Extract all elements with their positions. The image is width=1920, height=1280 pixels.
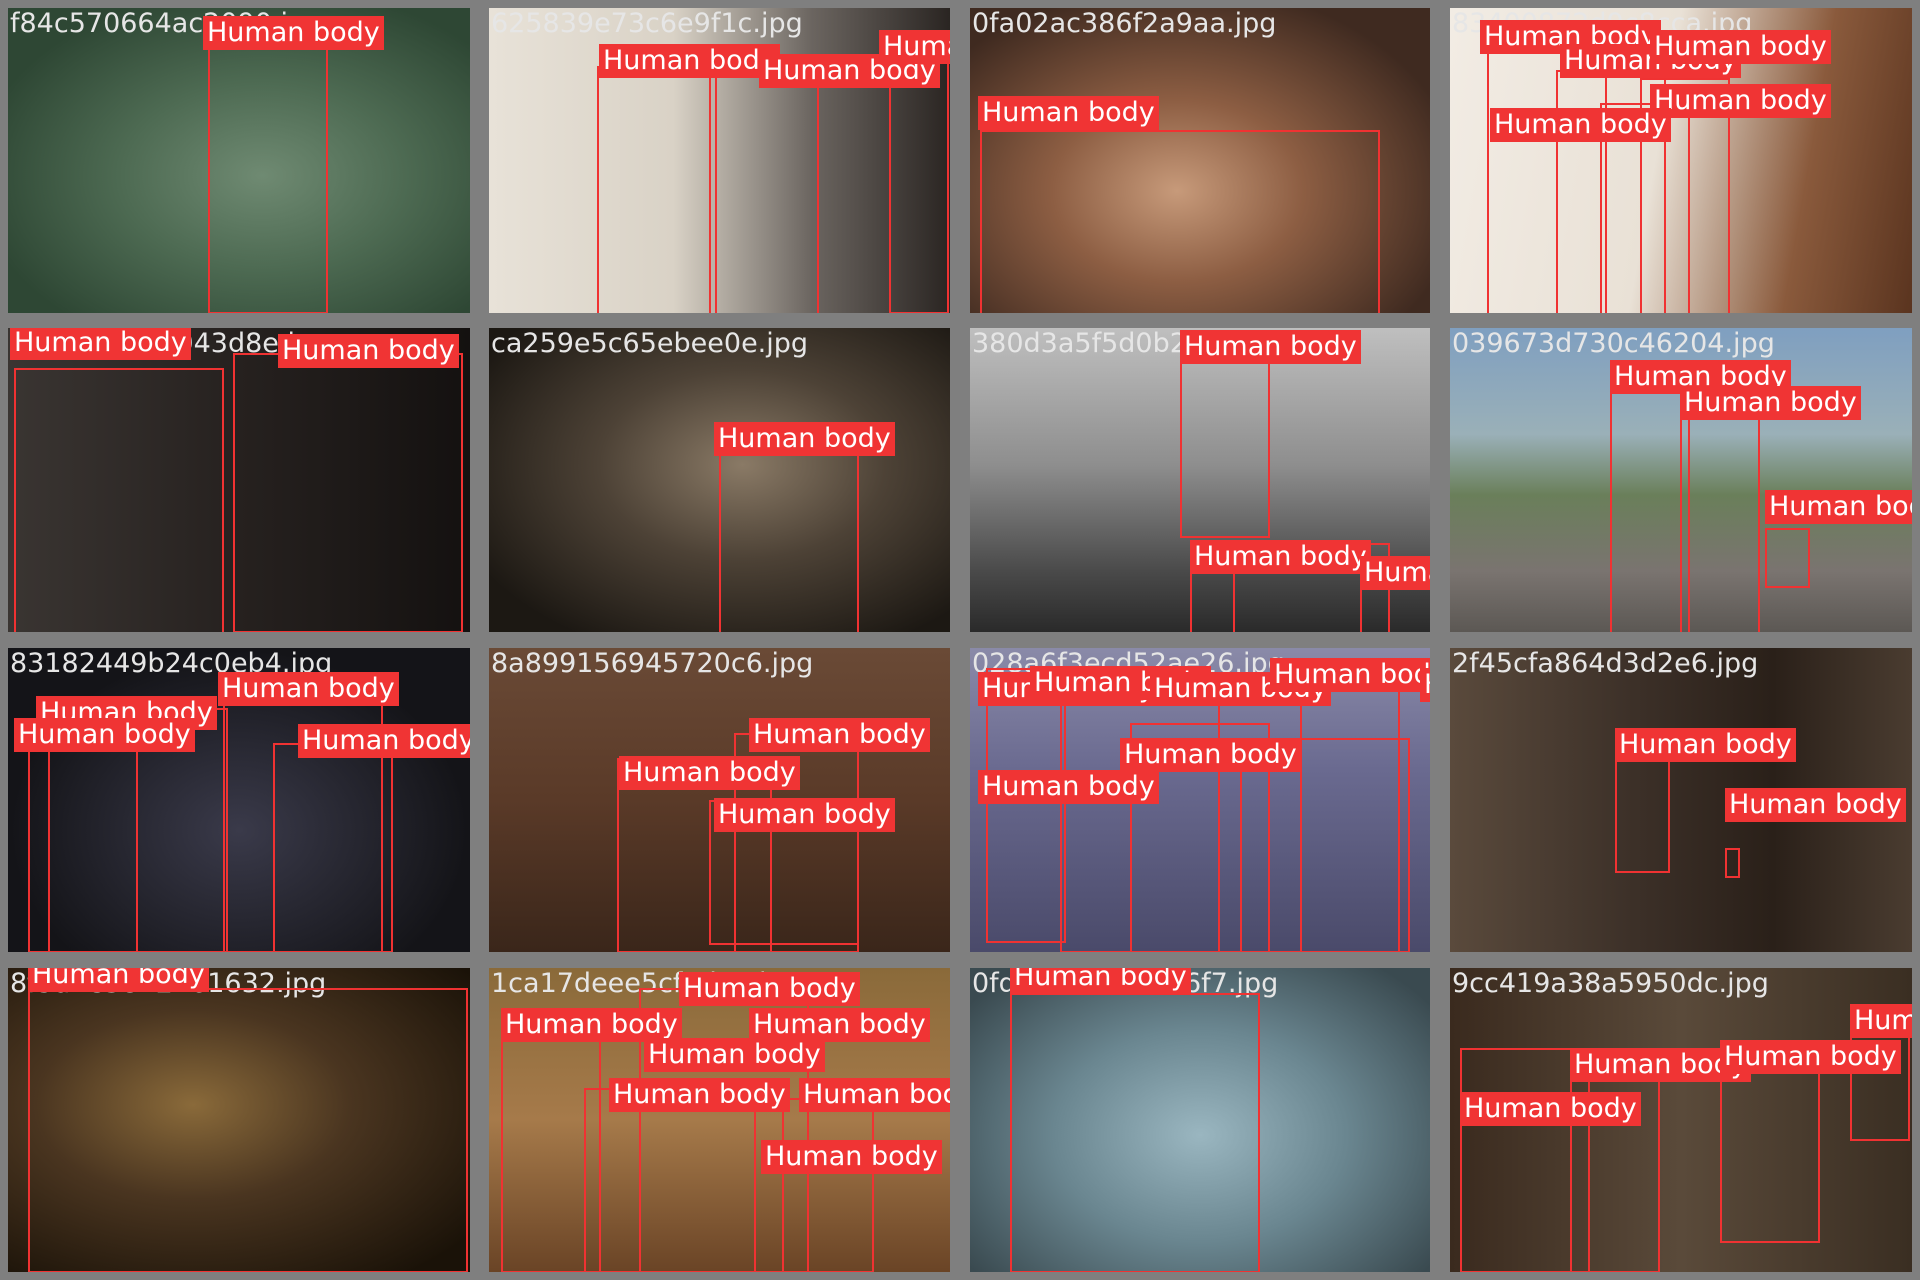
detection-box bbox=[1610, 368, 1690, 632]
image-tile[interactable]: 83182449b24c0eb4.jpg Human body Human body… bbox=[8, 648, 470, 952]
detection-label: Human body bbox=[619, 756, 800, 790]
tile-filename: 8a899156945720c6.jpg bbox=[491, 648, 814, 679]
detection-label: Human body bbox=[1725, 788, 1906, 822]
detection-box bbox=[208, 44, 328, 313]
image-tile[interactable]: 0fa02ac386f2a9aa.jpg Human body bbox=[970, 8, 1430, 313]
detection-label: Human body bbox=[1460, 1092, 1641, 1126]
detection-label: Human body bbox=[1850, 1004, 1912, 1038]
detection-box bbox=[1765, 528, 1810, 588]
tile-filename: ca259e5c65ebee0e.jpg bbox=[491, 328, 809, 359]
tile-filename: 2f45cfa864d3d2e6.jpg bbox=[1452, 648, 1759, 679]
photo bbox=[970, 968, 1430, 1272]
detection-box bbox=[14, 368, 224, 632]
detection-box bbox=[754, 1098, 874, 1272]
detection-label: Human body bbox=[761, 1140, 942, 1174]
detection-box bbox=[597, 66, 717, 313]
detection-label: Human body bbox=[714, 798, 895, 832]
photo bbox=[970, 8, 1430, 313]
detection-label: Human body bbox=[714, 422, 895, 456]
detection-label: Human body bbox=[1650, 30, 1831, 64]
detection-label: Human body bbox=[28, 968, 209, 992]
detection-box bbox=[986, 668, 1066, 943]
detection-box bbox=[1460, 1048, 1590, 1272]
detection-box bbox=[889, 56, 949, 313]
detection-box bbox=[273, 743, 393, 952]
detection-box bbox=[1600, 103, 1690, 313]
detection-box bbox=[1010, 993, 1260, 1272]
tile-filename: 9cc419a38a5950dc.jpg bbox=[1452, 968, 1769, 999]
detection-label: Human body bbox=[501, 1008, 682, 1042]
detection-box bbox=[1180, 358, 1270, 538]
detection-label: Human body bbox=[978, 770, 1159, 804]
detection-label: Human body bbox=[203, 16, 384, 50]
photo bbox=[970, 328, 1430, 632]
detection-box bbox=[980, 130, 1380, 313]
tile-filename: 039673d730c46204.jpg bbox=[1452, 328, 1775, 359]
detection-label: Human body bbox=[749, 718, 930, 752]
detection-box bbox=[719, 428, 859, 632]
detection-label: Human body bbox=[218, 672, 399, 706]
detection-label: Human body bbox=[10, 328, 191, 360]
image-tile[interactable]: 380d3a5f5d0b2a1c.jpg Human body Human body… bbox=[970, 328, 1430, 632]
image-tile[interactable]: 625839e73c6e9f1c.jpg Human body Human body… bbox=[489, 8, 950, 313]
detection-label: Human body bbox=[1270, 658, 1430, 692]
detection-label: Human body bbox=[1190, 540, 1371, 574]
detection-label: Human body bbox=[1480, 20, 1661, 54]
detection-label: Human body bbox=[609, 1078, 790, 1112]
photo bbox=[8, 328, 470, 632]
detection-box bbox=[709, 70, 819, 313]
image-tile[interactable]: 028a6f3ecd52ae26.jpg Human body Human body… bbox=[970, 648, 1430, 952]
tile-filename: 0fa02ac386f2a9aa.jpg bbox=[972, 8, 1277, 39]
detection-box bbox=[1720, 1063, 1820, 1243]
detection-box bbox=[1300, 678, 1400, 952]
image-tile[interactable]: ca259e5c65ebee0e.jpg Human body bbox=[489, 328, 950, 632]
detection-label: Human body bbox=[679, 972, 860, 1006]
image-tile[interactable]: 1ca17deee5cf4d1a.jpg Human body Human body… bbox=[489, 968, 950, 1272]
detection-label: Human body bbox=[14, 718, 195, 752]
image-tile[interactable]: 8a899156945720c6.jpg Human body Human body… bbox=[489, 648, 950, 952]
detection-label: Human body bbox=[1680, 386, 1861, 420]
detection-label: Human body bbox=[1615, 728, 1796, 762]
tile-filename: 625839e73c6e9f1c.jpg bbox=[491, 8, 803, 39]
photo bbox=[8, 968, 470, 1272]
image-tile[interactable]: f84c570664ac2090.jpg Human body bbox=[8, 8, 470, 313]
detection-label: Human body bbox=[1360, 556, 1430, 590]
detection-label: Human body bbox=[278, 334, 459, 368]
detection-box bbox=[28, 988, 468, 1272]
detection-label: Human body bbox=[298, 724, 470, 758]
detection-label: Human body bbox=[1120, 738, 1301, 772]
detection-box bbox=[233, 353, 463, 632]
detection-box bbox=[1725, 848, 1740, 878]
detection-label: Human body bbox=[879, 30, 950, 64]
image-tile[interactable]: 9cc419a38a5950dc.jpg Human body Human body… bbox=[1450, 968, 1912, 1272]
detection-label: Human body bbox=[1180, 330, 1361, 364]
detection-label: Human body bbox=[1765, 490, 1912, 524]
detection-label: Human body bbox=[1490, 108, 1671, 142]
detection-label: Human body bbox=[978, 96, 1159, 130]
detection-box bbox=[1640, 78, 1730, 313]
photo bbox=[8, 8, 470, 313]
detection-label: Human body bbox=[749, 1008, 930, 1042]
detection-label: Human body bbox=[1420, 668, 1430, 702]
image-tile[interactable]: 2f45cfa864d3d2e6.jpg Human body Human body bbox=[1450, 648, 1912, 952]
detection-label: Human body bbox=[1720, 1040, 1901, 1074]
detection-box bbox=[1130, 723, 1270, 952]
detection-box bbox=[1615, 758, 1670, 873]
detection-label: Human body bbox=[799, 1078, 950, 1112]
detection-box bbox=[1680, 406, 1760, 632]
detection-label: Human body bbox=[1650, 84, 1831, 118]
detection-label: Human body bbox=[1010, 968, 1191, 994]
detection-label: Human body bbox=[644, 1038, 825, 1072]
image-tile[interactable]: 039673d730c46204.jpg Human body Human body… bbox=[1450, 328, 1912, 632]
detection-label: Human body bbox=[599, 44, 780, 78]
